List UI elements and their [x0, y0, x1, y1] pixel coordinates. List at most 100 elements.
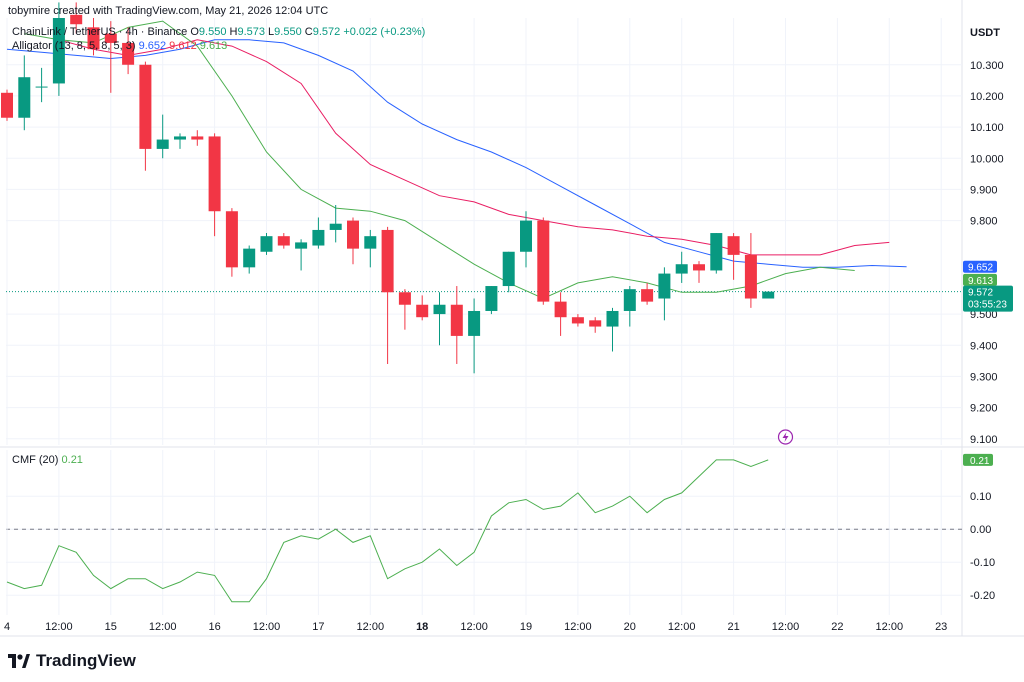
jaw-price-badge: 9.652	[963, 260, 997, 274]
time-tick-label: 12:00	[668, 621, 696, 633]
candle	[381, 226, 394, 364]
low-label: L	[268, 26, 275, 38]
alligator-legend[interactable]: Alligator (13, 8, 5, 8, 5, 3) 9.652 9.61…	[12, 40, 227, 52]
time-tick-label: 12:00	[772, 621, 800, 633]
alligator-lips-value: 9.613	[199, 40, 228, 52]
price-tick-label: 9.800	[970, 216, 998, 228]
price-tick-label: 10.300	[970, 60, 1004, 72]
time-tick-label: 12:00	[357, 621, 385, 633]
candle	[623, 286, 636, 327]
candle	[554, 292, 567, 336]
candle-body	[727, 236, 740, 255]
open-value: 9.550	[198, 26, 227, 38]
candle	[243, 245, 256, 274]
event-icon-bolt	[782, 432, 789, 442]
candle-body	[191, 136, 204, 140]
candle-body	[243, 248, 256, 268]
last-price-countdown: 03:55:23	[968, 300, 1007, 311]
candle	[693, 261, 705, 283]
candle-body	[312, 229, 325, 246]
price-tick-label: 9.500	[970, 309, 998, 321]
candle-body	[52, 18, 65, 84]
time-tick-label: 19	[520, 621, 532, 633]
candle	[295, 239, 308, 271]
candle-body	[606, 310, 619, 327]
cmf-legend[interactable]: CMF (20) 0.21	[12, 454, 83, 466]
candle	[468, 298, 481, 374]
candle-body	[502, 251, 515, 287]
candle	[87, 18, 100, 56]
price-tick-label: 9.100	[970, 434, 998, 446]
candle	[433, 292, 446, 346]
price-tick-label: 10.200	[970, 91, 1004, 103]
lips-price-badge: 9.613	[963, 273, 997, 287]
candle-body	[277, 236, 290, 246]
candle	[398, 289, 411, 330]
candle	[139, 61, 152, 171]
tradingview-logo[interactable]: TradingView	[8, 651, 136, 671]
high-label: H	[229, 26, 238, 38]
candle-body	[104, 33, 117, 43]
candle-body	[208, 136, 221, 212]
candle-body	[18, 77, 31, 118]
candle	[104, 21, 117, 93]
candle-body	[260, 236, 273, 252]
last-price-value: 9.572	[968, 288, 993, 299]
candle	[52, 2, 65, 96]
candle	[502, 251, 515, 293]
currency-label[interactable]: USDT	[970, 27, 1000, 39]
event-lightning-icon[interactable]	[777, 429, 794, 445]
candle	[364, 229, 377, 268]
candle	[329, 205, 342, 243]
time-tick-label: 20	[624, 621, 636, 633]
cmf-series-line	[6, 459, 769, 603]
candle-body	[174, 136, 186, 140]
candle-body	[762, 291, 775, 299]
cmf-tick-label: 0.00	[970, 524, 991, 536]
cmf-label[interactable]: CMF (20)	[12, 454, 59, 466]
alligator-label[interactable]: Alligator (13, 8, 5, 8, 5, 3)	[12, 40, 136, 52]
candle	[70, 2, 83, 34]
candle-body	[520, 220, 532, 252]
candle-body	[295, 242, 308, 249]
watermark-text: tobymire created with TradingView.com, M…	[8, 5, 329, 17]
cmf-badge-bg	[963, 453, 993, 466]
candle	[312, 217, 325, 249]
tradingview-logo-text: TradingView	[36, 651, 136, 670]
candle	[277, 233, 290, 249]
tradingview-logo-icon	[8, 654, 30, 668]
candle-body	[658, 273, 671, 299]
jaw-price-badge-bg	[963, 260, 997, 273]
time-tick-label: 16	[208, 621, 220, 633]
cmf-badge-text: 0.21	[970, 456, 990, 467]
time-tick-label: 12:00	[253, 621, 281, 633]
time-axis: 4 12:00 15 12:00 16 12:00 17 12:00 18 12:00 19 12:0…	[4, 621, 947, 633]
cmf-value: 0.21	[61, 454, 83, 466]
candle-body	[329, 223, 342, 230]
candle-body	[156, 139, 169, 149]
candle	[641, 282, 654, 305]
candle	[710, 233, 723, 274]
time-tick-label: 22	[831, 621, 843, 633]
cmf-line	[6, 459, 769, 603]
candle	[450, 286, 463, 364]
candle-body	[70, 14, 83, 25]
candle	[571, 314, 584, 327]
candle	[589, 317, 602, 333]
candle	[122, 27, 135, 75]
candle	[174, 133, 186, 149]
candle-body	[468, 310, 481, 336]
price-tick-label: 9.300	[970, 371, 998, 383]
candle-body	[433, 304, 446, 315]
time-tick-label: 15	[105, 621, 117, 633]
symbol-name[interactable]: ChainLink / TetherUS · 4h · Binance	[12, 26, 188, 38]
candle	[260, 233, 273, 255]
candle-body	[623, 289, 636, 311]
symbol-legend[interactable]: ChainLink / TetherUS · 4h · Binance O9.5…	[12, 26, 425, 38]
alligator-jaw-value: 9.652	[138, 40, 167, 52]
misc-marks	[777, 429, 794, 445]
candle-body	[225, 211, 238, 268]
